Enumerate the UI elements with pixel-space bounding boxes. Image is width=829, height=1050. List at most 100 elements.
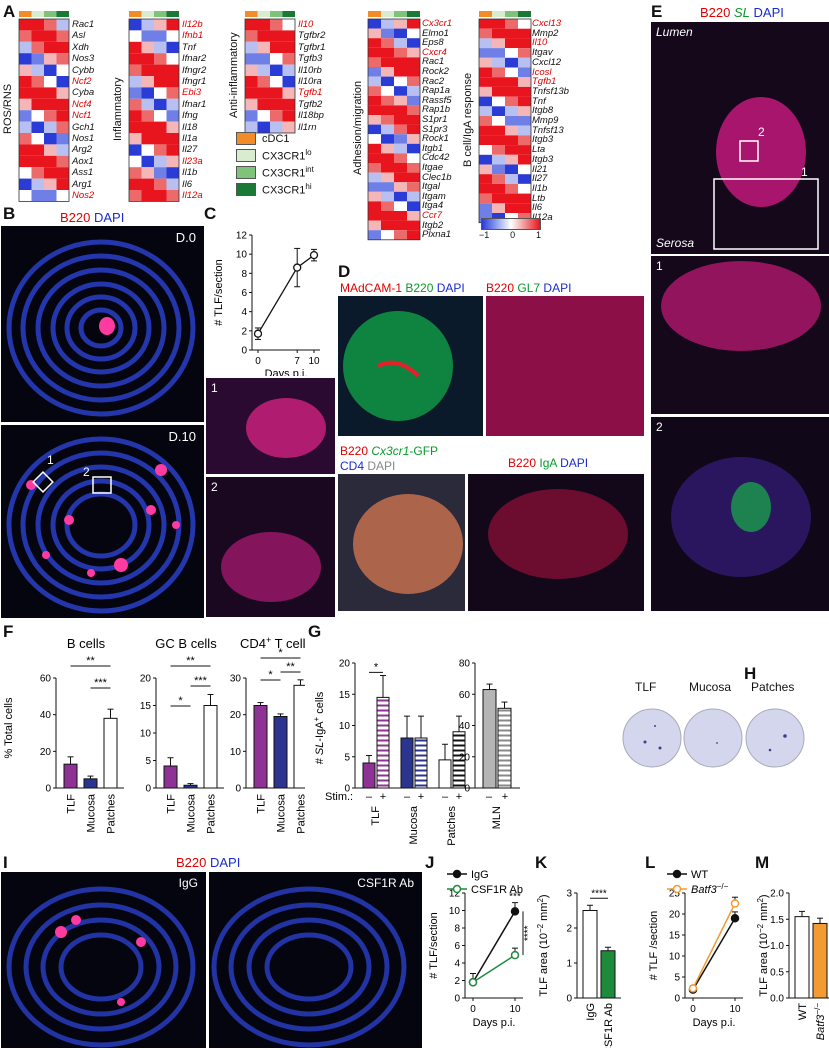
y-tick-label: 0 — [344, 784, 350, 795]
heatmap-cell — [368, 134, 381, 144]
x-tick-label: Patches — [296, 794, 306, 834]
micrograph-day0: D.0 — [1, 226, 204, 422]
x-tick-label: Mucosa — [276, 793, 288, 832]
heatmap-cell — [394, 76, 407, 87]
heatmap-cell — [479, 154, 492, 165]
y-axis-label: # SL-IgA+ cells — [312, 691, 326, 764]
gene-label: Mmp9 — [532, 115, 559, 126]
heatmap-cell — [407, 230, 420, 240]
heatmap-cell — [31, 133, 44, 145]
gene-label: Ccr7 — [422, 210, 443, 221]
heatmap-cell — [154, 110, 167, 122]
heatmap-cell — [518, 193, 531, 204]
heatmap-cell — [394, 95, 407, 106]
micrograph-d1 — [338, 296, 483, 436]
gene-label: Ncf4 — [72, 98, 92, 110]
y-tick-label: 5 — [145, 756, 151, 767]
heatmap-cell — [166, 53, 179, 65]
heatmap-cell — [56, 98, 69, 111]
gene-label: Il10rb — [298, 64, 322, 76]
heatmap-cell — [407, 191, 420, 202]
heatmap-cell — [270, 30, 283, 42]
series-line — [692, 917, 736, 990]
y-tick-label: 0 — [674, 994, 680, 1005]
elispot-wells — [622, 708, 805, 768]
data-point — [309, 250, 319, 260]
gene-label: Il12b — [182, 19, 203, 30]
heatmap-cell — [44, 144, 57, 156]
heatmap-header-cell — [154, 11, 167, 17]
heatmap-cell — [492, 28, 505, 39]
gene-label: Cx3cr1 — [422, 18, 453, 29]
heatmap-cell — [381, 38, 394, 48]
heatmap-cell — [368, 230, 381, 240]
bar-minus — [438, 759, 452, 789]
gene-label: Itgae — [422, 162, 444, 173]
heatmap-cell — [394, 67, 407, 77]
heatmap-cell — [394, 115, 407, 125]
heatmap-cell — [394, 153, 407, 163]
gene-label: Il10 — [532, 37, 548, 49]
chart-title: GC B cells — [155, 636, 217, 651]
y-tick-label: 2 — [241, 326, 247, 337]
heatmap-cell — [270, 76, 283, 88]
heatmap-cell — [154, 167, 167, 179]
heatmap-cell — [479, 106, 492, 116]
heatmap-cell — [505, 77, 518, 87]
heatmap-cell — [44, 41, 57, 54]
heatmap-cell — [141, 121, 154, 133]
heatmap-cell — [479, 145, 492, 155]
x-tick-label: IgG — [585, 1003, 597, 1021]
bar-minus — [400, 737, 414, 789]
heatmap-cell — [407, 57, 420, 67]
heatmap-cell — [129, 64, 142, 76]
heatmap-cell — [368, 38, 381, 48]
x-axis-label: Days p.i. — [693, 1017, 736, 1029]
heatmap-cell — [381, 211, 394, 221]
heatmap-cell — [141, 19, 154, 31]
gene-label: Tgfbr1 — [298, 41, 326, 53]
heatmap-cell — [492, 174, 505, 184]
micrograph-e-inset1: 1 — [651, 256, 829, 414]
heatmap-cell — [44, 190, 57, 202]
heatmap-cell — [505, 19, 518, 29]
legend-swatch — [236, 149, 256, 162]
gene-label: Tgfbr2 — [298, 30, 326, 42]
heatmap-cell — [19, 144, 32, 156]
heatmap-cell — [381, 163, 394, 173]
heatmap-cell — [245, 121, 258, 133]
heatmap-cell — [505, 125, 518, 136]
heatmap-cell — [56, 121, 69, 133]
heatmap-cell — [141, 167, 154, 179]
gene-label: Il23a — [182, 155, 203, 167]
heatmap-cell — [282, 30, 295, 42]
gene-label: Tgfb1 — [298, 87, 323, 99]
heatmap-cell — [492, 145, 505, 155]
bar-minus — [362, 762, 376, 789]
bar-minus — [482, 689, 497, 789]
heatmap-cell — [394, 105, 407, 115]
heatmap-header-cell — [505, 11, 518, 17]
heatmap-grid — [478, 11, 532, 224]
gene-label: Il1rn — [298, 121, 317, 133]
heatmap-cell — [56, 155, 69, 168]
y-tick-label: 12 — [236, 231, 248, 242]
heatmap-cell — [31, 178, 44, 190]
lumen-label: Lumen — [656, 25, 693, 39]
elispot-label: Mucosa — [689, 680, 732, 694]
y-axis-label: # TLF/section — [428, 912, 440, 978]
heatmap-cell — [479, 203, 492, 213]
legend-marker — [672, 869, 682, 879]
y-axis-label: # TLF/section — [213, 259, 225, 325]
legend-item: CX3CR1lo — [236, 147, 314, 164]
heatmap-cell — [282, 98, 295, 111]
heatmap-cell — [368, 115, 381, 125]
heatmap-cell — [56, 53, 69, 65]
x-tick-label: Patches — [446, 806, 458, 846]
heatmap-cell — [407, 115, 420, 125]
x-tick-label: TLF — [66, 794, 78, 814]
heatmap-cell — [518, 164, 531, 175]
y-label-sup: −2 — [536, 923, 545, 933]
gene-label: Cxcl12 — [532, 56, 562, 68]
